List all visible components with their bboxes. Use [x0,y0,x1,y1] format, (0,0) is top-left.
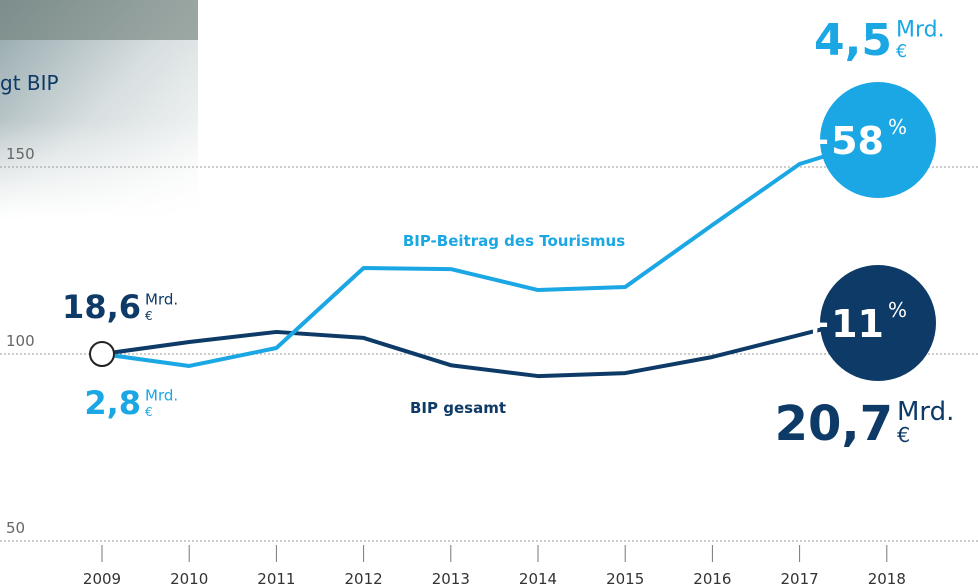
legend-label: BIP-Beitrag des Tourismus [403,232,625,250]
x-tick-label: 2012 [345,570,383,585]
x-tick-label: 2017 [781,570,819,585]
amount-unit: Mrd. [145,291,178,309]
x-tick-label: 2010 [170,570,208,585]
series-line [102,313,887,376]
y-tick-label: 100 [6,332,35,350]
x-tick-label: 2013 [432,570,470,585]
amount-unit: Mrd. [145,387,178,405]
amount-value: 18,6 [62,288,141,326]
chart: gt BIP 50 100 150 2009 2010 2011 2012 2013 2014 2… [0,0,978,585]
badge-unit: % [888,298,907,322]
y-tick-label: 50 [6,519,25,537]
x-tick-label: 2014 [519,570,557,585]
x-tick-label: 2016 [693,570,731,585]
start-point [90,342,114,366]
photo-top [0,0,198,40]
x-tick-label: 2018 [868,570,906,585]
amount-currency: € [145,309,153,323]
x-tick-label: 2009 [83,570,121,585]
y-tick-label: 150 [6,145,35,163]
amount-value: 20,7 [775,396,893,452]
amount-currency: € [896,42,907,62]
amount-currency: € [897,423,910,447]
x-tick-label: 2015 [606,570,644,585]
amount-unit: Mrd. [896,18,945,43]
legend-label: BIP gesamt [410,399,506,417]
badge-value: +58 [799,119,884,163]
series-line [102,137,887,366]
x-tick-label: 2011 [257,570,295,585]
photo-fade [0,120,198,220]
badge-value: +11 [799,302,884,346]
amount-value: 4,5 [814,15,892,66]
amount-currency: € [145,405,153,419]
badge-unit: % [888,115,907,139]
photo-caption: gt BIP [0,71,59,95]
amount-value: 2,8 [84,384,141,422]
